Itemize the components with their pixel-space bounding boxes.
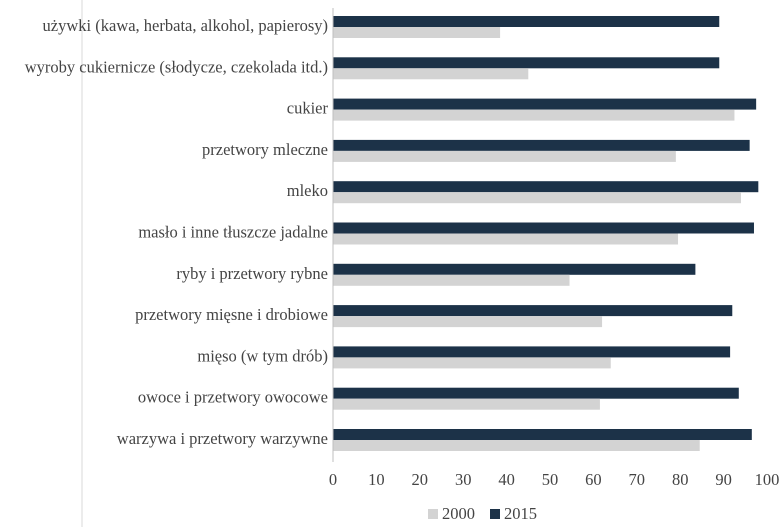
x-tick-label: 40 <box>498 470 515 489</box>
bar-2000 <box>333 440 700 451</box>
x-tick-label: 70 <box>629 470 646 489</box>
bar-2015 <box>333 16 720 27</box>
x-tick-label: 100 <box>755 470 780 489</box>
bar-2000 <box>333 274 570 286</box>
bar-2000 <box>333 398 600 410</box>
x-tick-label: 0 <box>329 470 337 489</box>
bars <box>333 16 759 451</box>
bar-2000 <box>333 27 501 38</box>
bar-2000 <box>333 68 529 80</box>
x-tick-label: 90 <box>715 470 732 489</box>
legend-swatch-2015 <box>490 509 500 519</box>
category-label: warzywa i przetwory warzywne <box>117 429 328 448</box>
category-label: przetwory mleczne <box>202 140 328 159</box>
category-label: używki (kawa, herbata, alkohol, papieros… <box>43 16 328 35</box>
bar-2000 <box>333 192 741 204</box>
category-label: masło i inne tłuszcze jadalne <box>138 223 328 242</box>
legend-label-2000: 2000 <box>442 504 475 523</box>
category-label: owoce i przetwory owocowe <box>138 388 328 407</box>
bar-2015 <box>333 387 739 399</box>
x-tick-label: 60 <box>585 470 602 489</box>
bar-2015 <box>333 429 752 440</box>
bar-2000 <box>333 233 679 245</box>
legend-label-2015: 2015 <box>504 504 537 523</box>
bar-2015 <box>333 98 757 110</box>
bar-2015 <box>333 305 733 317</box>
category-label: wyroby cukiernicze (słodycze, czekolada … <box>25 57 328 76</box>
category-label: cukier <box>287 99 329 118</box>
bar-2015 <box>333 139 750 151</box>
bar-2015 <box>333 222 754 234</box>
x-tick-label: 20 <box>412 470 429 489</box>
bar-2015 <box>333 263 696 275</box>
bar-2015 <box>333 346 731 358</box>
x-tick-label: 10 <box>368 470 385 489</box>
bar-2000 <box>333 109 735 121</box>
x-tick-label: 80 <box>672 470 689 489</box>
category-label: mleko <box>287 181 328 200</box>
x-tick-label: 30 <box>455 470 472 489</box>
bar-2015 <box>333 57 720 69</box>
category-label: ryby i przetwory rybne <box>176 264 328 283</box>
bar-2000 <box>333 150 676 162</box>
bar-2015 <box>333 181 759 193</box>
bar-2000 <box>333 316 603 328</box>
legend: 2000 2015 <box>428 504 537 523</box>
x-axis-ticks: 0 10 20 30 40 50 60 70 80 90 100 <box>329 470 780 489</box>
x-tick-label: 50 <box>542 470 559 489</box>
legend-swatch-2000 <box>428 509 438 519</box>
category-labels: używki (kawa, herbata, alkohol, papieros… <box>25 16 329 448</box>
category-label: przetwory mięsne i drobiowe <box>135 305 328 324</box>
category-label: mięso (w tym drób) <box>197 346 328 365</box>
bar-2000 <box>333 357 611 369</box>
